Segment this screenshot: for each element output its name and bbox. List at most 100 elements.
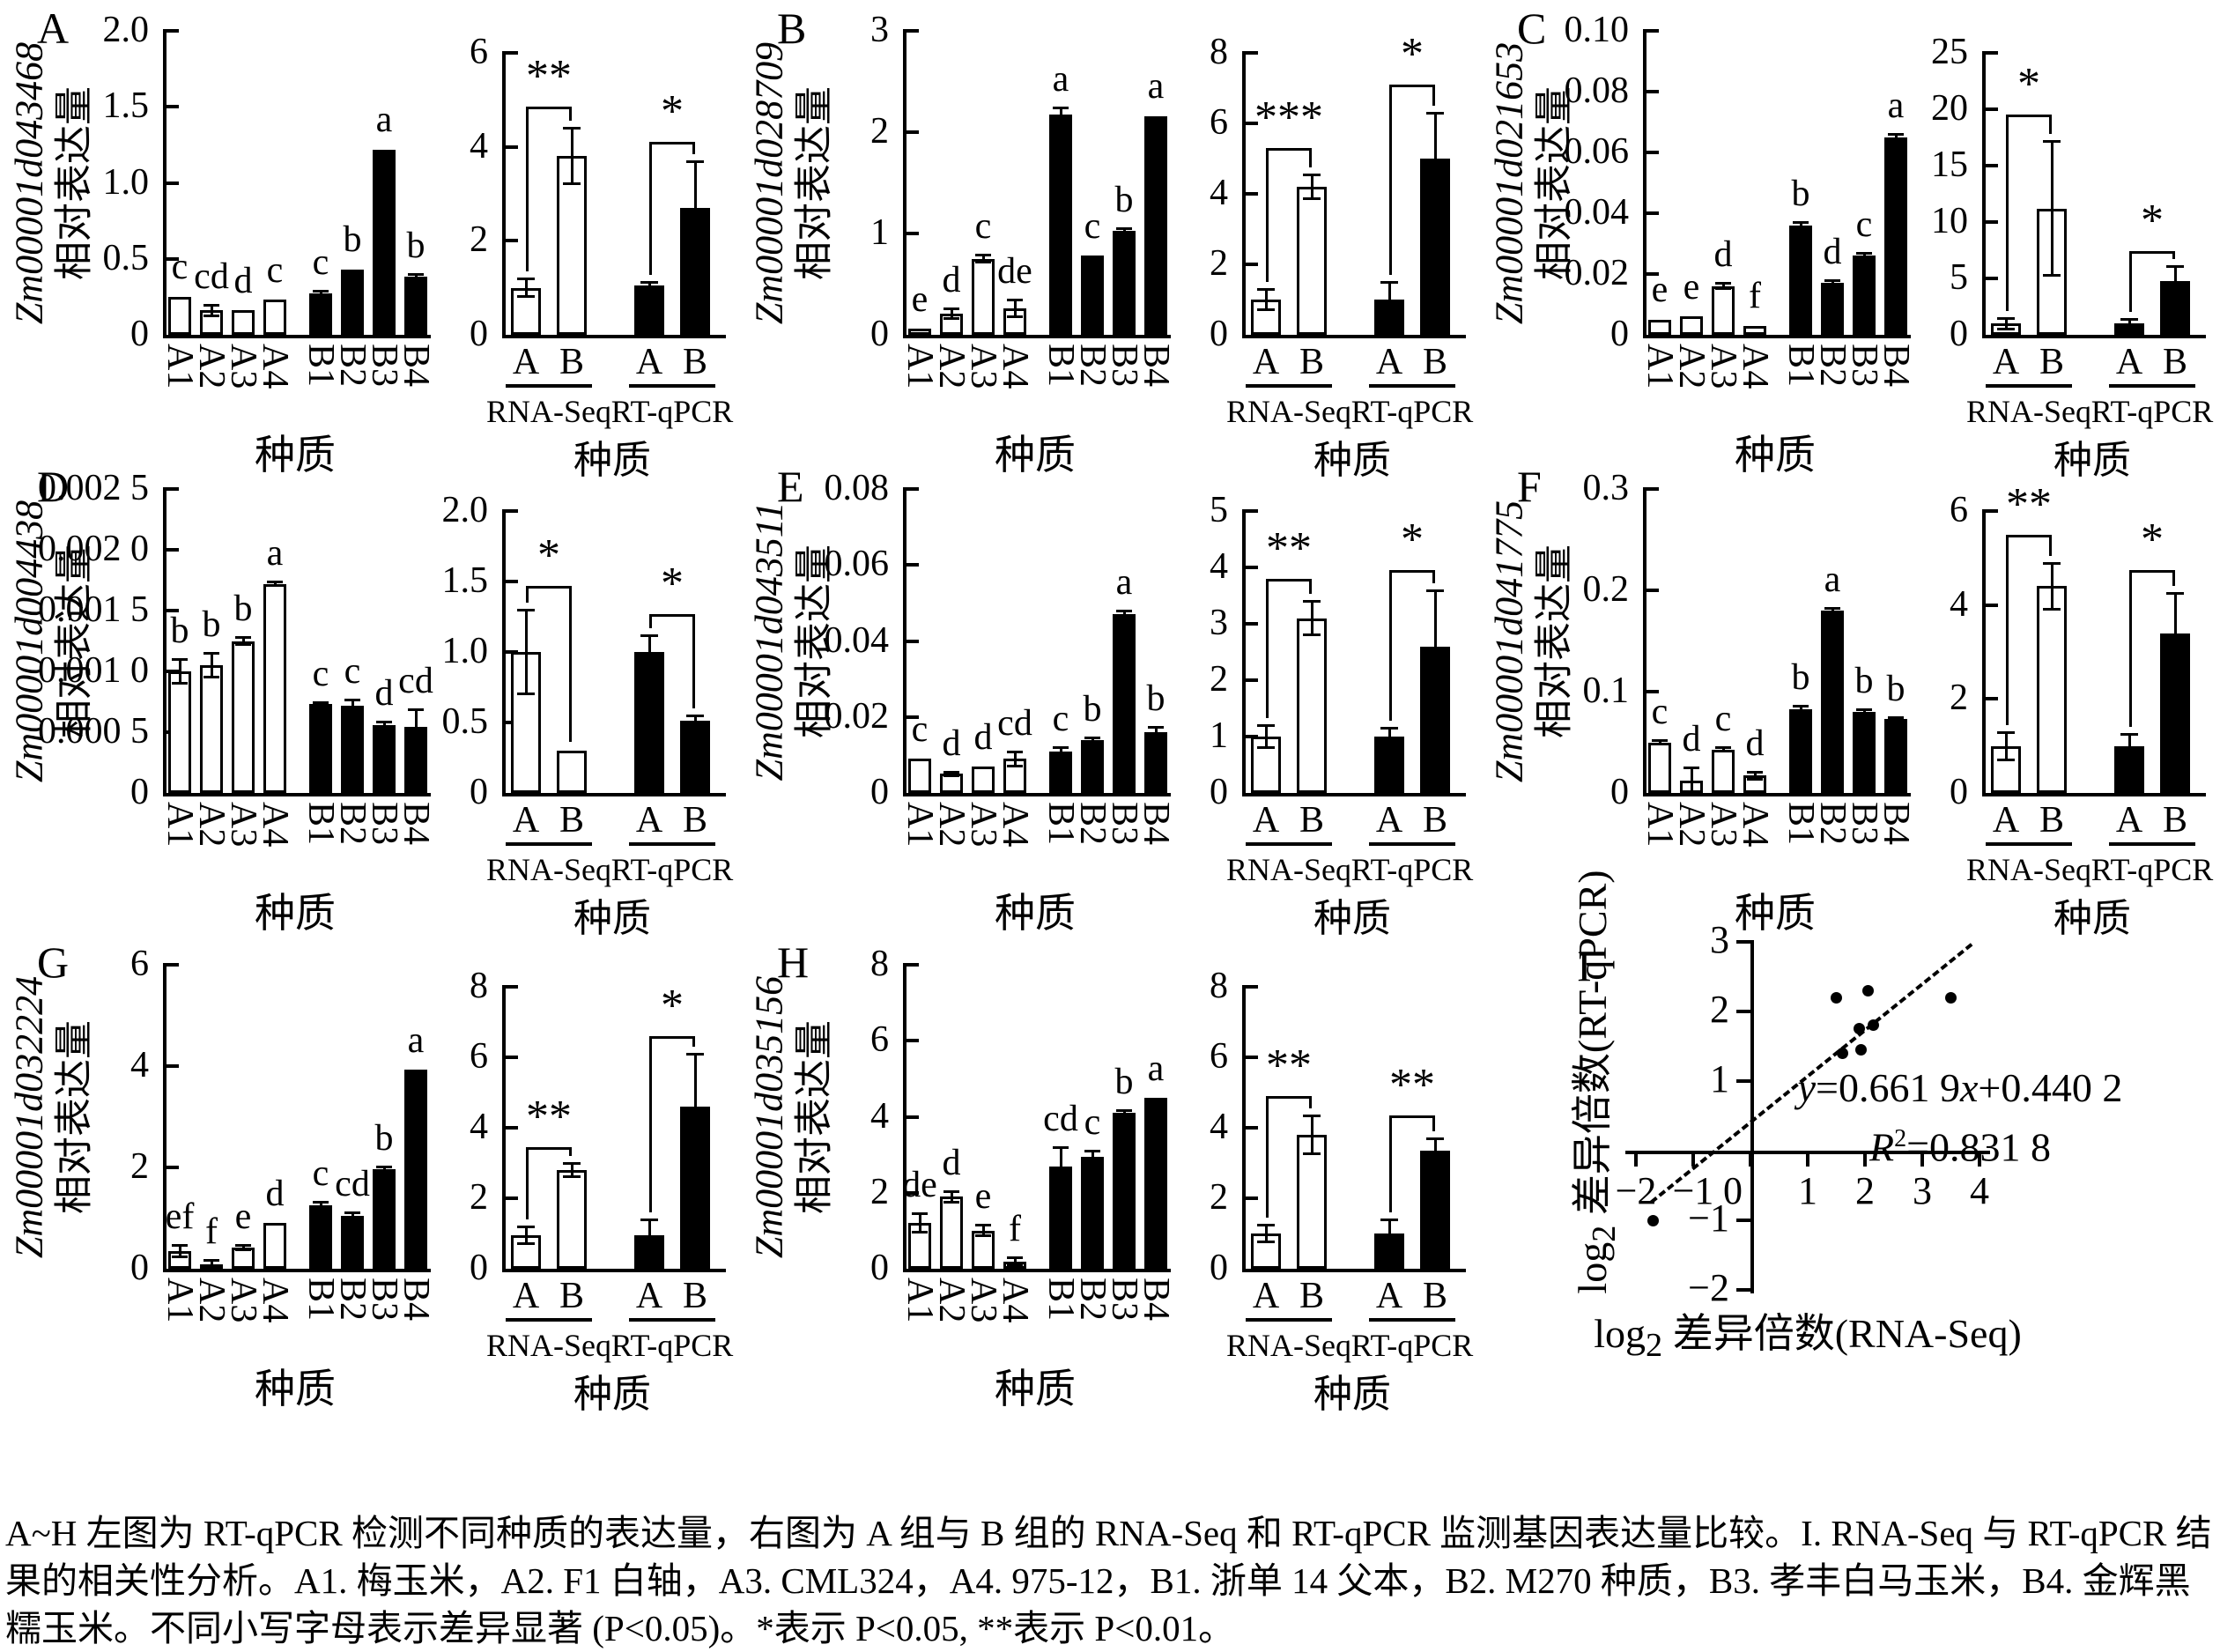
bar [373, 724, 396, 793]
error-bar-cap [2120, 733, 2138, 737]
group-bar-label: A [512, 342, 540, 382]
x-axis-line [502, 1269, 726, 1272]
y-tick-mark [906, 29, 919, 33]
y-tick-label: 0 [1610, 314, 1629, 354]
error-bar-cap [1715, 282, 1731, 285]
error-bar-cap [2043, 561, 2061, 565]
y-tick-mark [506, 985, 518, 989]
error-bar-cap [1303, 1115, 1321, 1117]
y-tick-mark [166, 548, 179, 552]
sig-star: * [537, 530, 560, 581]
bar-letter: c [1651, 692, 1669, 733]
error-bar-line [1310, 601, 1314, 635]
error-bar-cap [640, 667, 658, 670]
bar [309, 704, 332, 793]
y-tick-mark [166, 181, 179, 185]
panel-a: A Zm00001d043468 相对表达量 0 0.5 1.0 1.5 2.0 c A1 cd A2… [0, 0, 740, 482]
y-tick-label: 0.002 0 [38, 529, 149, 569]
error-bar-line [1721, 283, 1725, 290]
error-bar-cap [1997, 327, 2015, 330]
error-bar-cap [1715, 749, 1731, 752]
sig-star: * [1401, 515, 1424, 566]
bar-letter: a [375, 99, 393, 140]
sig-bracket-v [2172, 569, 2175, 587]
scatter-point [1868, 1019, 1880, 1032]
figure-row-3: G Zm00001d032224 相对表达量 0 2 4 6 ef A1 f A2 e A3 d A4 c B1… [0, 870, 2220, 1463]
annot: y=0.661 9x+0.440 2 R2=0.831 8 [1771, 1063, 2150, 1173]
error-bar-line [319, 1201, 322, 1210]
bar [263, 583, 286, 793]
error-bar-cap [408, 273, 424, 276]
error-bar-line [414, 708, 418, 746]
x-axis-title: 种质 [995, 433, 1076, 478]
bar [1297, 187, 1327, 335]
bar-letter: a [266, 532, 284, 574]
bar-letter: b [1791, 174, 1810, 215]
y-tick-mark [1986, 697, 1998, 701]
bar [1853, 712, 1876, 793]
bar [1374, 737, 1404, 793]
group-bar-label: B [2162, 342, 2187, 382]
bar [373, 149, 396, 335]
x-axis-title: 种质 [255, 891, 336, 936]
method-label: RNA-Seq [1966, 852, 2091, 887]
error-bar-cap [204, 303, 219, 307]
error-bar-cap [1053, 752, 1069, 756]
y-tick-label: 2 [470, 1177, 488, 1218]
error-bar-cap [517, 278, 535, 280]
bar-letter: b [1791, 657, 1810, 699]
error-bar-cap [517, 1226, 535, 1228]
bar [1081, 739, 1104, 793]
x-axis-line [163, 335, 431, 338]
bar-letter: d [942, 723, 961, 765]
error-bar-line [524, 610, 528, 694]
y-tick-label: 2 [1210, 659, 1228, 700]
error-bar-line [178, 659, 181, 684]
sig-star: ** [2006, 478, 2052, 530]
error-bar-cap [1257, 1241, 1275, 1243]
group-bar-label: A [635, 1276, 663, 1316]
x-tick-mark [1634, 1154, 1638, 1167]
bar-letter: e [1651, 270, 1669, 311]
error-bar-cap [944, 771, 959, 774]
scatter-point [1854, 1023, 1865, 1035]
x-axis-line [163, 1269, 431, 1272]
y-tick-label: 0 [870, 314, 889, 354]
error-bar-cap [1116, 616, 1132, 619]
error-bar-line [1831, 607, 1834, 614]
bar-letter: cd [335, 1164, 370, 1205]
error-bar-line [210, 304, 213, 317]
error-bar-cap [1303, 174, 1321, 176]
error-bar-line [1658, 740, 1661, 745]
sig-bracket-v [2049, 534, 2052, 556]
error-bar-cap [2043, 274, 2061, 278]
x-tick-label scatter-num: 2 [1855, 1169, 1875, 1212]
y-tick-label: 2 [470, 219, 488, 261]
error-bar-cap [2120, 756, 2138, 759]
error-bar-line [1122, 1109, 1126, 1116]
error-bar-line [981, 1225, 985, 1237]
bar-letter: d [265, 1174, 285, 1215]
y-tick-mark [1646, 90, 1659, 93]
bar [557, 156, 587, 335]
bar [1144, 115, 1167, 335]
error-bar-cap [563, 127, 581, 130]
bar-letter: b [170, 611, 189, 652]
y-tick-label: 1 [1210, 715, 1228, 756]
y-tick-label: 8 [1210, 966, 1228, 1006]
pair-underline [629, 384, 715, 388]
y-tick-label: 2 [870, 111, 889, 152]
y-tick-label: 0.001 0 [38, 650, 149, 691]
bar-letter: b [233, 589, 253, 630]
x-axis-title: 种质 [1735, 891, 1816, 936]
bar [1049, 751, 1072, 793]
error-bar-cap [313, 1200, 329, 1204]
x-axis-line [1643, 335, 1911, 338]
error-bar-cap [1380, 315, 1398, 318]
group-bar-label: A [1252, 342, 1280, 382]
group-bar-label: B [559, 342, 584, 382]
pair-underline [506, 384, 592, 388]
y-tick-label: 0.04 [824, 619, 890, 661]
error-bar-cap [267, 580, 283, 583]
bar [232, 641, 255, 793]
